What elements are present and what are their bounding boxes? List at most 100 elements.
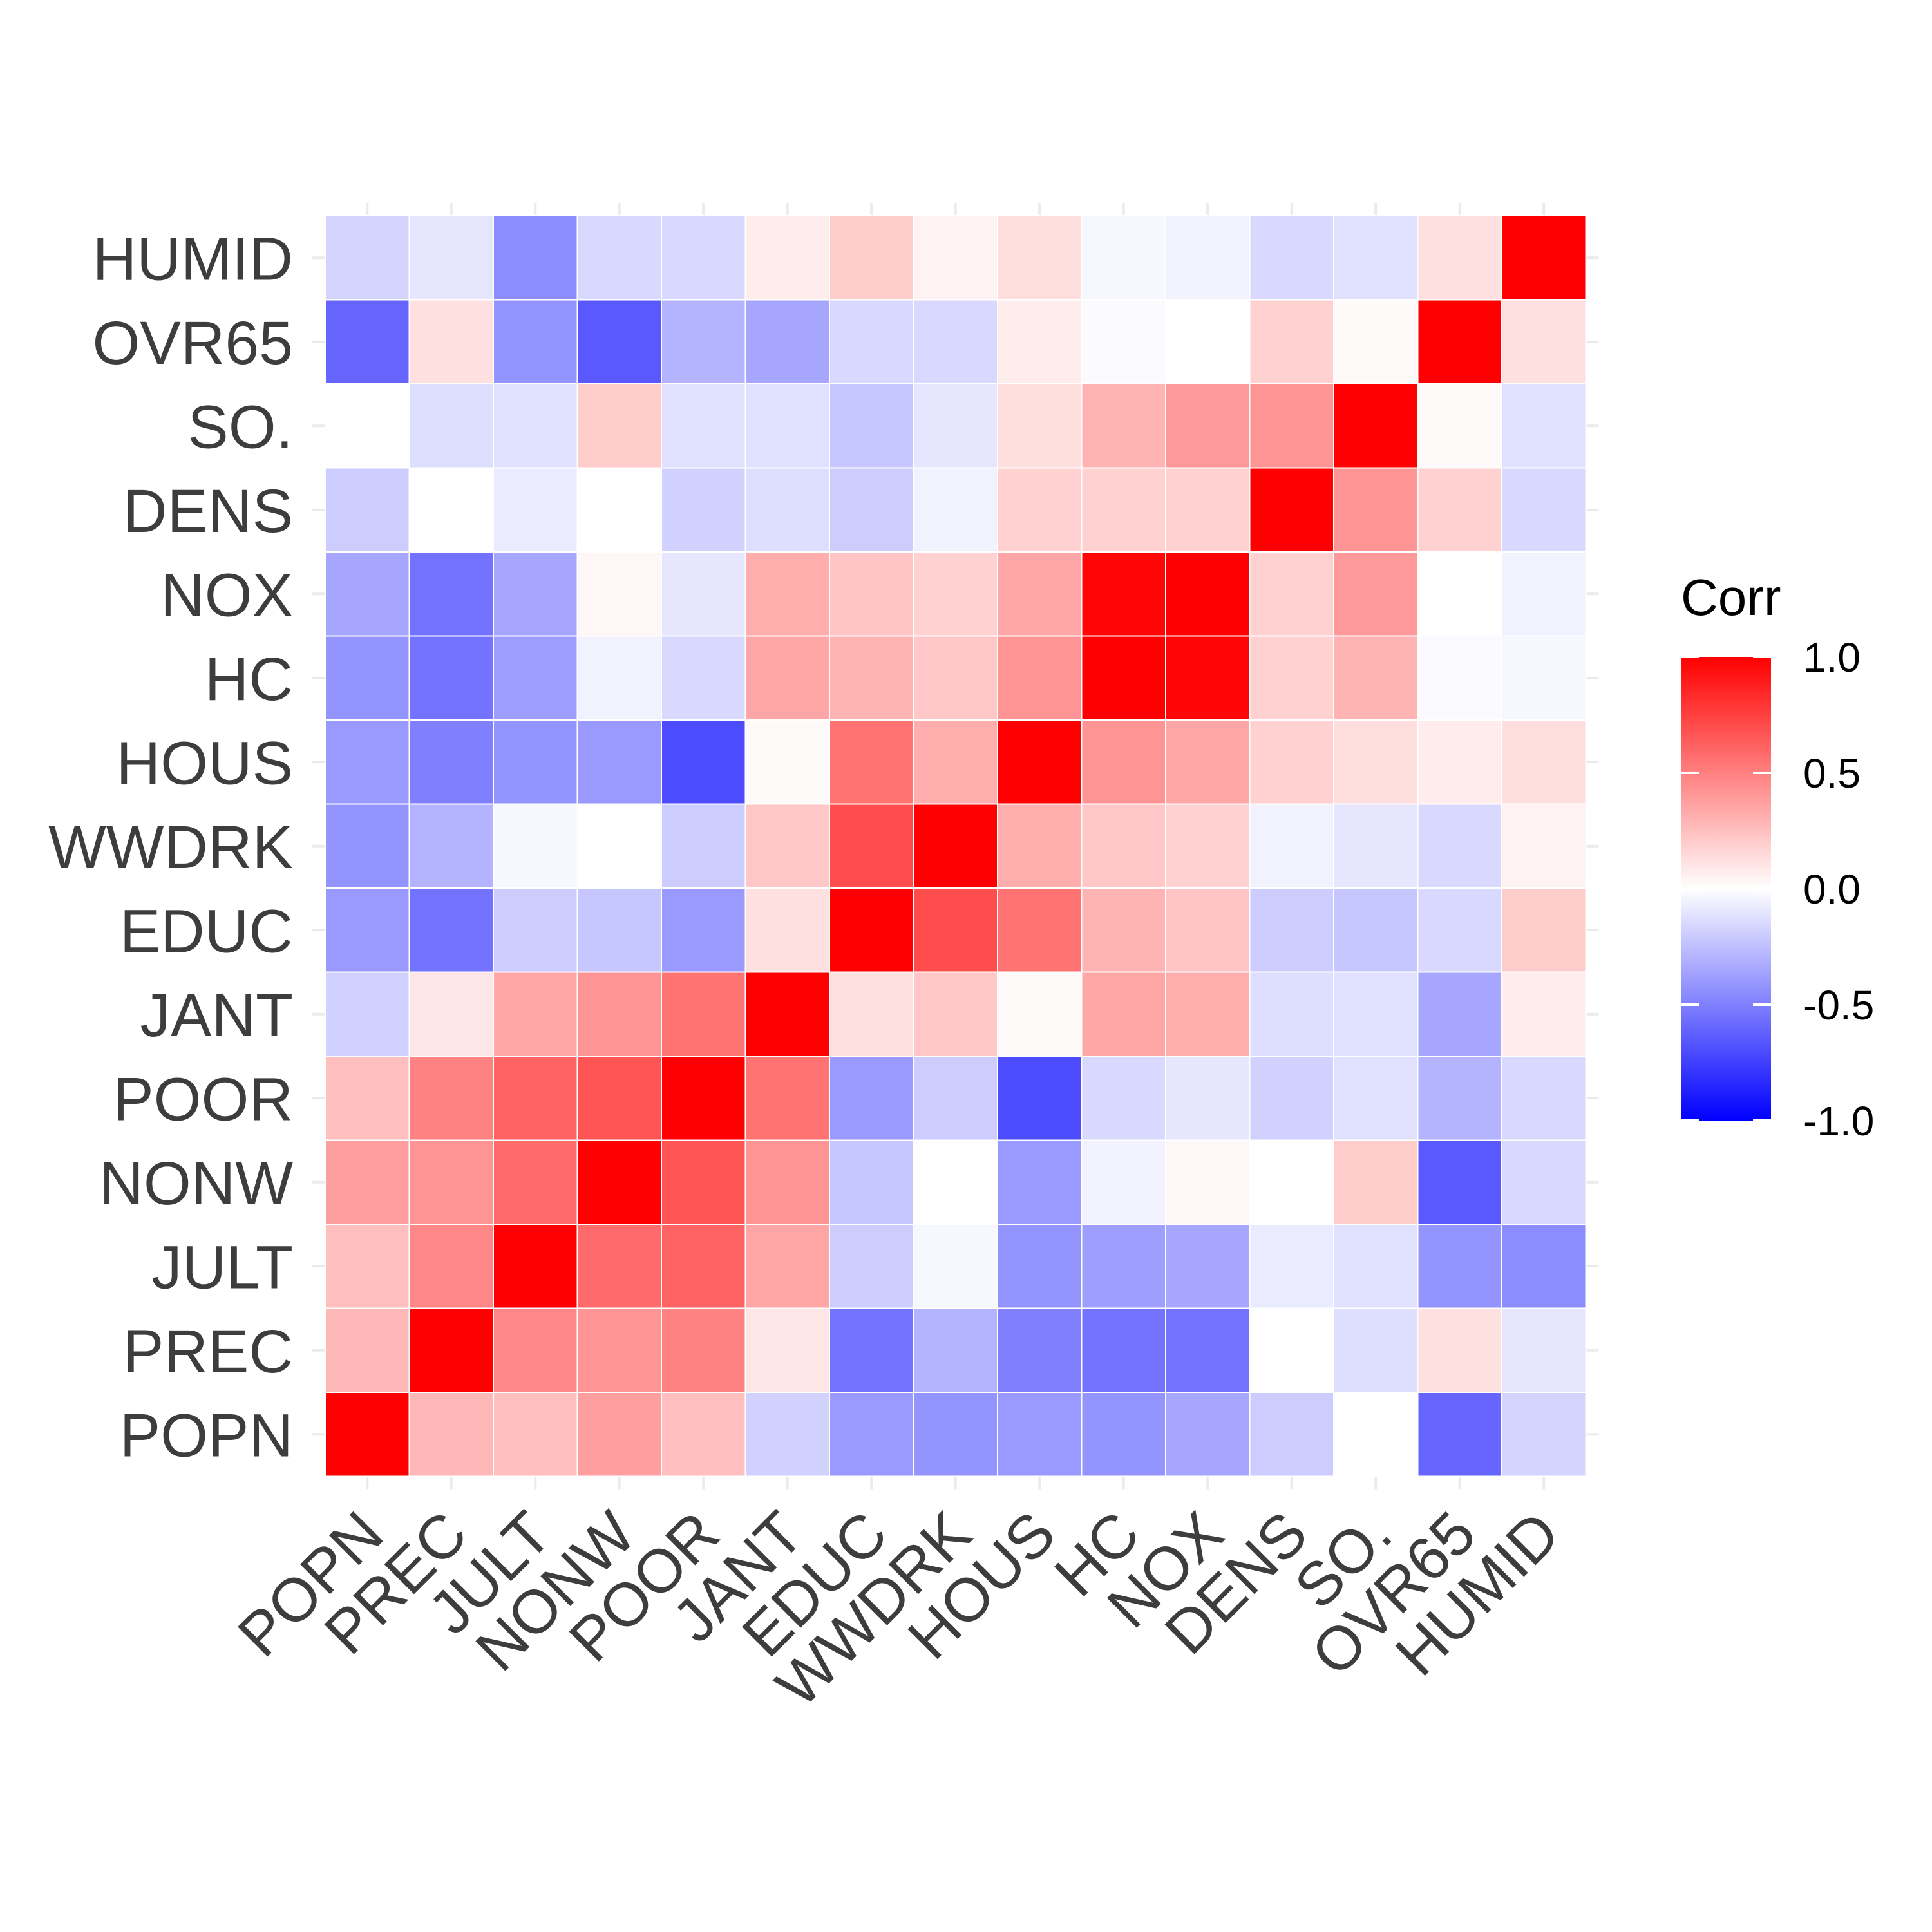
heatmap-cell-humid-educ xyxy=(829,215,914,301)
y-tick-label: JANT xyxy=(140,981,294,1050)
heatmap-cell-wwdrk-poor xyxy=(661,803,746,889)
heatmap-cell-nonw-wwdrk xyxy=(913,1139,998,1225)
heatmap-cell-nox-prec xyxy=(408,551,494,637)
heatmap-cell-dens-dens xyxy=(1249,467,1334,553)
heatmap-cell-wwdrk-so xyxy=(1333,803,1419,889)
heatmap-cell-ovr65-nonw xyxy=(576,299,662,384)
heatmap-cell-humid-wwdrk xyxy=(913,215,998,301)
heatmap-cell-humid-hc xyxy=(1081,215,1166,301)
heatmap-cell-ovr65-ovr65 xyxy=(1417,299,1502,384)
heatmap-cell-poor-humid xyxy=(1501,1056,1587,1141)
heatmap-cell-hous-jult xyxy=(493,719,578,805)
heatmap-cell-so-ovr65 xyxy=(1417,383,1502,469)
heatmap-cell-hc-ovr65 xyxy=(1417,635,1502,721)
heatmap-cell-popn-wwdrk xyxy=(913,1392,998,1477)
heatmap-cell-poor-nonw xyxy=(576,1056,662,1141)
heatmap-cell-prec-wwdrk xyxy=(913,1307,998,1393)
heatmap-cell-jant-poor xyxy=(661,971,746,1057)
heatmap-cell-dens-popn xyxy=(325,467,410,553)
y-tick-label: EDUC xyxy=(120,897,293,965)
heatmap-cell-jult-nox xyxy=(1165,1224,1251,1309)
heatmap-cell-prec-popn xyxy=(325,1307,410,1393)
heatmap-cell-jant-hc xyxy=(1081,971,1166,1057)
heatmap-cell-humid-hous xyxy=(997,215,1083,301)
legend-tick-label: -0.5 xyxy=(1803,982,1874,1028)
heatmap-cell-humid-popn xyxy=(325,215,410,301)
heatmap-cell-prec-humid xyxy=(1501,1307,1587,1393)
heatmap-cell-poor-so xyxy=(1333,1056,1419,1141)
heatmap-cell-so-jant xyxy=(744,383,830,469)
heatmap-cell-hc-poor xyxy=(661,635,746,721)
heatmap-cell-poor-nox xyxy=(1165,1056,1251,1141)
heatmap-cell-poor-hous xyxy=(997,1056,1083,1141)
heatmap-cell-educ-humid xyxy=(1501,887,1587,973)
heatmap-cell-wwdrk-jant xyxy=(744,803,830,889)
heatmap-cell-ovr65-so xyxy=(1333,299,1419,384)
heatmap-cell-so-so xyxy=(1333,383,1419,469)
heatmap-cell-jult-prec xyxy=(408,1224,494,1309)
y-tick-label: NONW xyxy=(99,1150,293,1218)
heatmap-cell-popn-popn xyxy=(325,1392,410,1477)
heatmap-cell-dens-so xyxy=(1333,467,1419,553)
heatmap-cell-hc-hous xyxy=(997,635,1083,721)
heatmap-cell-hous-so xyxy=(1333,719,1419,805)
heatmap-cell-popn-poor xyxy=(661,1392,746,1477)
heatmap-cell-humid-so xyxy=(1333,215,1419,301)
y-tick-label: OVR65 xyxy=(92,309,293,377)
heatmap-cell-jant-nonw xyxy=(576,971,662,1057)
heatmap-cell-prec-prec xyxy=(408,1307,494,1393)
heatmap-cell-nonw-humid xyxy=(1501,1139,1587,1225)
heatmap-cell-nonw-nonw xyxy=(576,1139,662,1225)
heatmap-cell-hc-hc xyxy=(1081,635,1166,721)
legend-title: Corr xyxy=(1681,569,1781,626)
y-tick-label: DENS xyxy=(123,477,293,545)
heatmap-cell-jult-so xyxy=(1333,1224,1419,1309)
heatmap-cell-jant-educ xyxy=(829,971,914,1057)
heatmap-cell-ovr65-hc xyxy=(1081,299,1166,384)
heatmap-cell-dens-ovr65 xyxy=(1417,467,1502,553)
heatmap-cell-prec-hous xyxy=(997,1307,1083,1393)
heatmap-cell-nox-wwdrk xyxy=(913,551,998,637)
heatmap-cell-educ-prec xyxy=(408,887,494,973)
heatmap-cell-jant-so xyxy=(1333,971,1419,1057)
heatmap-cell-hous-nox xyxy=(1165,719,1251,805)
heatmap-cell-educ-jult xyxy=(493,887,578,973)
heatmap-cell-nox-popn xyxy=(325,551,410,637)
heatmap-cell-nox-jant xyxy=(744,551,830,637)
heatmap-cell-nonw-dens xyxy=(1249,1139,1334,1225)
heatmap-cell-humid-nonw xyxy=(576,215,662,301)
heatmap-cell-wwdrk-dens xyxy=(1249,803,1334,889)
heatmap-cell-wwdrk-wwdrk xyxy=(913,803,998,889)
heatmap-cell-dens-nonw xyxy=(576,467,662,553)
heatmap-cell-wwdrk-humid xyxy=(1501,803,1587,889)
heatmap-cell-jant-nox xyxy=(1165,971,1251,1057)
y-tick-label: HUMID xyxy=(93,225,293,293)
heatmap-cell-so-jult xyxy=(493,383,578,469)
heatmap-cell-so-hous xyxy=(997,383,1083,469)
heatmap-cell-dens-jant xyxy=(744,467,830,553)
heatmap-cell-humid-nox xyxy=(1165,215,1251,301)
heatmap-cell-hous-prec xyxy=(408,719,494,805)
heatmap-cell-so-wwdrk xyxy=(913,383,998,469)
heatmap-cell-nox-poor xyxy=(661,551,746,637)
heatmap-cell-jant-popn xyxy=(325,971,410,1057)
heatmap-cell-ovr65-jult xyxy=(493,299,578,384)
heatmap-cell-poor-prec xyxy=(408,1056,494,1141)
heatmap-cell-humid-jant xyxy=(744,215,830,301)
heatmap-cell-hous-humid xyxy=(1501,719,1587,805)
heatmap-cell-nox-hous xyxy=(997,551,1083,637)
heatmap-cell-nox-nonw xyxy=(576,551,662,637)
heatmap-cell-so-hc xyxy=(1081,383,1166,469)
heatmap-cell-jant-jult xyxy=(493,971,578,1057)
y-tick-label: HOUS xyxy=(117,729,293,797)
heatmap-cell-hc-nonw xyxy=(576,635,662,721)
heatmap-cell-nonw-prec xyxy=(408,1139,494,1225)
heatmap-cell-jant-wwdrk xyxy=(913,971,998,1057)
heatmap-cell-hc-jant xyxy=(744,635,830,721)
heatmap-cell-dens-poor xyxy=(661,467,746,553)
heatmap-cell-humid-poor xyxy=(661,215,746,301)
heatmap-cell-jult-nonw xyxy=(576,1224,662,1309)
heatmap-cell-prec-dens xyxy=(1249,1307,1334,1393)
y-tick-label: POPN xyxy=(120,1401,293,1470)
